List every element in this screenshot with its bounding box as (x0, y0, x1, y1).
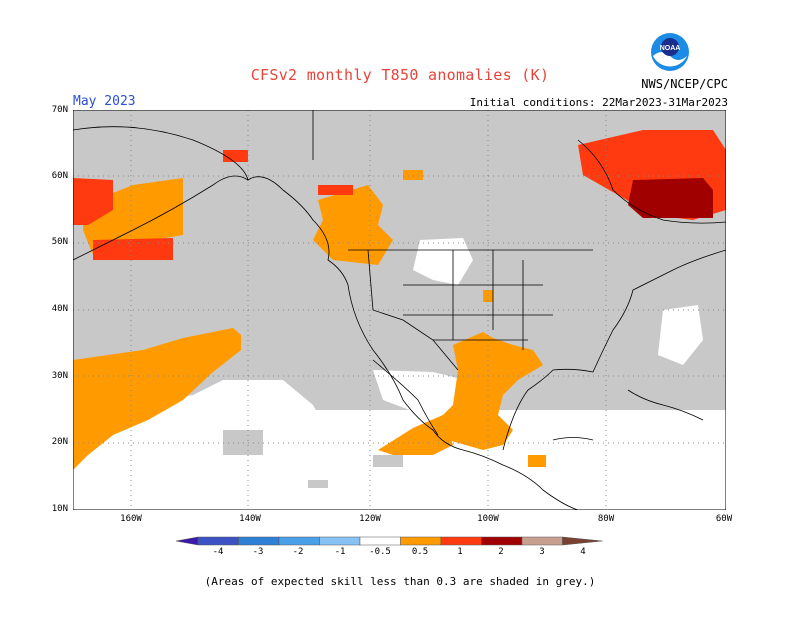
noaa-logo-text: NOAA (660, 45, 681, 52)
colorbar-cell (400, 536, 442, 546)
lat-label-70n: 70N (51, 105, 68, 115)
anomaly-0.5-1-area (73, 170, 546, 470)
graticule (73, 110, 726, 510)
colorbar-tick-m1: -1 (334, 547, 346, 557)
colorbar-tick-4: 4 (580, 547, 586, 557)
coastlines (73, 110, 726, 510)
colorbar-tick-3: 3 (539, 547, 545, 557)
colorbar-cell (238, 536, 280, 546)
lon-label-140w: 140W (239, 514, 261, 524)
colorbar-tick-1: 1 (457, 547, 463, 557)
colorbar-cell (440, 536, 482, 546)
colorbar-tick-m2: -2 (292, 547, 304, 557)
colorbar-cell (481, 536, 523, 546)
forecast-month: May 2023 (73, 94, 136, 109)
lon-label-60w: 60W (715, 514, 733, 524)
lat-label-10n: 10N (51, 504, 68, 514)
noaa-logo: NOAA (651, 33, 689, 71)
lon-label-80w: 80W (597, 514, 615, 524)
colorbar-tick-m05: -0.5 (369, 547, 391, 557)
lat-label-40n: 40N (51, 304, 68, 314)
map-title: CFSv2 monthly T850 anomalies (K) (250, 66, 550, 84)
initial-conditions: Initial conditions: 22Mar2023-31Mar2023 (469, 96, 728, 109)
colorbar-cell (197, 536, 239, 546)
colorbar-tick-2: 2 (498, 547, 504, 557)
colorbar (176, 536, 603, 546)
low-skill-grey-area (73, 110, 726, 510)
lat-label-20n: 20N (51, 437, 68, 447)
agency-label: NWS/NCEP/CPC (641, 77, 728, 91)
lon-label-100w: 100W (477, 514, 499, 524)
colorbar-cell (176, 536, 199, 546)
anomaly-2-3-area (628, 178, 713, 218)
colorbar-cell (278, 536, 320, 546)
colorbar-cell (562, 536, 603, 546)
lat-label-60n: 60N (51, 171, 68, 181)
anomaly-map (73, 110, 726, 510)
colorbar-cell (359, 536, 401, 546)
colorbar-cell (521, 536, 563, 546)
lat-label-30n: 30N (51, 371, 68, 381)
lat-label-50n: 50N (51, 237, 68, 247)
colorbar-cell (319, 536, 361, 546)
colorbar-tick-m3: -3 (252, 547, 264, 557)
skill-footnote: (Areas of expected skill less than 0.3 a… (204, 575, 596, 588)
lon-label-120w: 120W (359, 514, 381, 524)
colorbar-tick-05: 0.5 (411, 547, 429, 557)
lon-label-160w: 160W (120, 514, 142, 524)
colorbar-tick-m4: -4 (212, 547, 224, 557)
